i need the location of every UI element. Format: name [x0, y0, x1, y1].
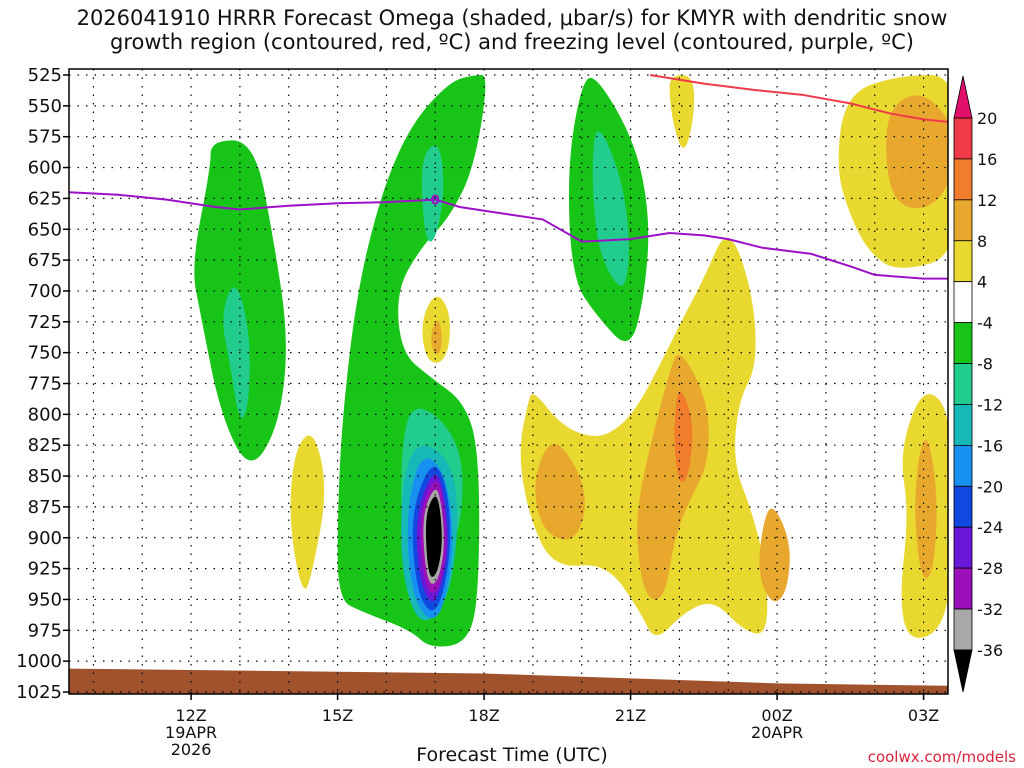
x-tick-label-12Z-0: 12Z [175, 706, 206, 725]
colorbar-label-2: 12 [977, 191, 997, 210]
colorbar-swatch-6 [953, 363, 973, 405]
colorbar-label-11: -28 [977, 559, 1003, 578]
y-tick-label-900: 900 [28, 528, 62, 549]
y-tick-label-1025: 1025 [16, 682, 62, 703]
omega-region-18 [535, 443, 585, 540]
colorbar-label-3: 8 [977, 232, 987, 251]
colorbar-label-12: -32 [977, 600, 1003, 619]
omega-region-12 [425, 496, 442, 577]
colorbar-swatch-5 [953, 322, 973, 364]
colorbar-top-arrow [953, 75, 973, 119]
colorbar-swatch-1 [953, 158, 973, 201]
omega-region-1 [223, 287, 250, 418]
plot-frame [68, 68, 949, 695]
omega-region-19 [637, 355, 709, 600]
colorbar-swatch-0 [953, 117, 973, 160]
y-tick-label-850: 850 [28, 466, 62, 487]
y-tick-label-825: 825 [28, 435, 62, 456]
colorbar-label-7: -12 [977, 395, 1003, 414]
colorbar-swatch-7 [953, 404, 973, 446]
freezing-level-line [69, 191, 948, 280]
y-tick-label-1000: 1000 [16, 651, 62, 672]
omega-region-25 [886, 95, 948, 209]
terrain-fill [69, 668, 948, 694]
y-tick-label-700: 700 [28, 281, 62, 302]
omega-region-2 [290, 435, 325, 589]
x-tick-label-12Z-1: 19APR [165, 723, 217, 742]
dendritic-growth-line [649, 74, 948, 123]
y-tick-label-925: 925 [28, 559, 62, 580]
colorbar-label-4: 4 [977, 273, 987, 292]
colorbar-swatch-10 [953, 526, 973, 569]
colorbar-swatch-4 [953, 281, 973, 324]
x-tick-label-00Z-0: 00Z [761, 706, 792, 725]
colorbar-label-1: 16 [977, 150, 997, 169]
omega-region-14 [431, 320, 442, 355]
chart-title-line2: growth region (contoured, red, ºC) and f… [110, 30, 914, 54]
colorbar-label-10: -24 [977, 518, 1003, 537]
omega-region-16 [592, 131, 629, 287]
x-tick-label-18Z-0: 18Z [468, 706, 499, 725]
omega-region-4 [421, 145, 444, 242]
colorbar-swatch-2 [953, 199, 973, 242]
x-tick-label-00Z-1: 20APR [751, 723, 803, 742]
colorbar-label-13: -36 [977, 641, 1003, 660]
omega-region-21 [759, 508, 790, 602]
colorbar-swatch-3 [953, 240, 973, 283]
y-axis: 525 550 575 600 625 650 675 700 725 750 775 800 825 8… [16, 65, 69, 703]
y-tick-label-600: 600 [28, 158, 62, 179]
omega-region-17 [520, 238, 768, 635]
colorbar-label-5: -4 [977, 314, 993, 333]
x-axis-title: Forecast Time (UTC) [416, 744, 608, 766]
y-tick-label-675: 675 [28, 250, 62, 271]
y-tick-label-875: 875 [28, 497, 62, 518]
y-tick-label-625: 625 [28, 188, 62, 209]
chart-title: 2026041910 HRRR Forecast Omega (shaded, … [0, 6, 1024, 54]
colorbar-bottom-arrow [953, 649, 973, 693]
y-tick-label-750: 750 [28, 343, 62, 364]
grid-lines [69, 69, 948, 693]
y-tick-label-975: 975 [28, 620, 62, 641]
colorbar-swatch-9 [953, 485, 973, 528]
colorbar-label-8: -16 [977, 436, 1003, 455]
colorbar-swatch-8 [953, 444, 973, 487]
colorbar: 20 16 12 8 4 -4 -8 -12 -16 -20 -24 -28 -32 -36 [953, 75, 1003, 693]
colorbar-label-6: -8 [977, 355, 993, 374]
colorbar-swatch-11 [953, 567, 973, 610]
y-tick-label-575: 575 [28, 127, 62, 148]
freezing-level-label: 0 [431, 194, 440, 209]
colorbar-label-0: 20 [977, 109, 997, 128]
contour-lines: 0 [69, 74, 948, 280]
x-tick-label-15Z-0: 15Z [322, 706, 353, 725]
y-tick-label-550: 550 [28, 96, 62, 117]
chart-title-line1: 2026041910 HRRR Forecast Omega (shaded, … [76, 6, 948, 30]
y-tick-label-775: 775 [28, 374, 62, 395]
omega-shading [194, 75, 948, 647]
omega-region-26 [669, 75, 695, 148]
omega-region-23 [915, 440, 937, 579]
y-tick-label-525: 525 [28, 65, 62, 86]
x-tick-label-12Z-2: 2026 [171, 740, 212, 759]
omega-region-20 [674, 391, 693, 483]
y-tick-label-950: 950 [28, 589, 62, 610]
y-tick-label-800: 800 [28, 404, 62, 425]
x-tick-label-03Z-0: 03Z [908, 706, 939, 725]
terrain [69, 668, 948, 694]
colorbar-swatch-12 [953, 608, 973, 651]
colorbar-label-9: -20 [977, 477, 1003, 496]
credit-text: coolwx.com/models [867, 748, 1016, 766]
x-tick-label-21Z-0: 21Z [615, 706, 646, 725]
y-tick-label-650: 650 [28, 219, 62, 240]
y-tick-label-725: 725 [28, 312, 62, 333]
